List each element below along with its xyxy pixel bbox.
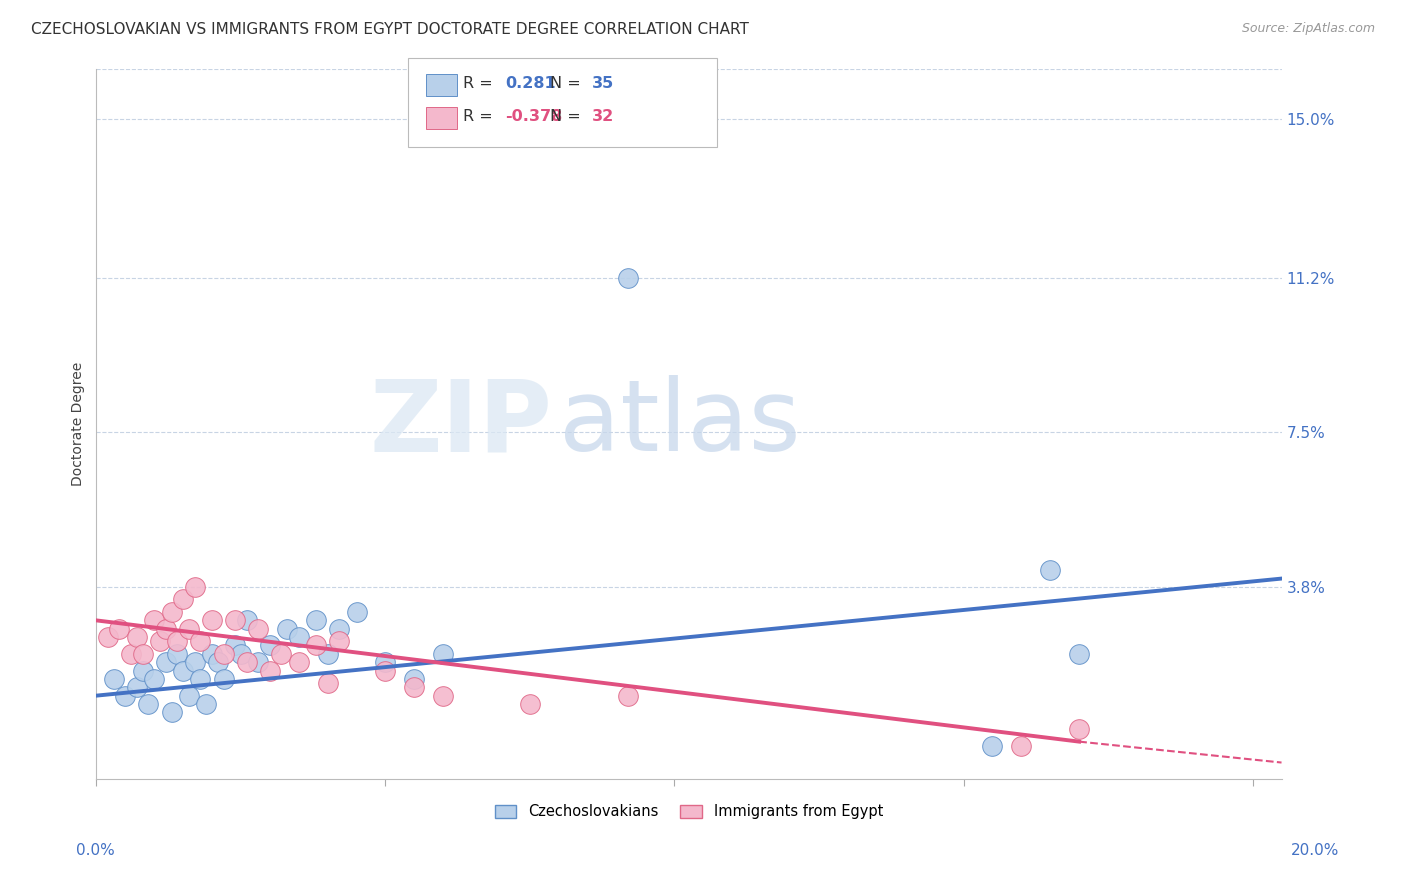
Point [346,605,368,619]
Point [374,664,396,678]
Legend: Czechoslovakians, Immigrants from Egypt: Czechoslovakians, Immigrants from Egypt [489,798,889,825]
Point [1039,563,1062,577]
Point [120,647,142,661]
Point [316,676,339,690]
Point [1069,722,1091,736]
Point [328,634,350,648]
Point [247,655,270,669]
Point [160,706,183,720]
Text: 0.281: 0.281 [505,77,555,91]
Point [155,655,177,669]
Point [195,697,218,711]
Point [1010,739,1032,753]
Point [201,614,224,628]
Point [316,647,339,661]
Text: 35: 35 [592,77,614,91]
Point [125,680,148,694]
Point [172,592,194,607]
Point [519,697,541,711]
Point [212,672,235,686]
Point [143,672,166,686]
Point [190,672,212,686]
Point [207,655,229,669]
Point [103,672,125,686]
Point [224,639,246,653]
Point [131,647,153,661]
Point [177,622,200,636]
Point [981,739,1004,753]
Point [259,664,281,678]
Point [305,639,328,653]
Point [166,647,188,661]
Point [201,647,224,661]
Text: -0.378: -0.378 [505,110,562,124]
Point [183,655,205,669]
Point [166,634,188,648]
Point [108,622,131,636]
Text: 0.0%: 0.0% [76,843,115,858]
Text: N =: N = [550,77,586,91]
Point [138,697,160,711]
Point [177,689,200,703]
Point [212,647,235,661]
Point [432,689,454,703]
Point [287,630,309,644]
Point [404,672,426,686]
Point [125,630,148,644]
Text: R =: R = [463,77,498,91]
Point [1069,647,1091,661]
Point [328,622,350,636]
Point [235,655,257,669]
Text: 32: 32 [592,110,614,124]
Point [374,655,396,669]
Text: N =: N = [550,110,586,124]
Point [131,664,153,678]
Point [155,622,177,636]
Point [114,689,136,703]
Point [270,647,292,661]
Point [404,680,426,694]
Point [247,622,270,636]
Point [617,270,640,285]
Point [190,634,212,648]
Point [172,664,194,678]
Point [276,622,298,636]
Text: ZIP: ZIP [370,376,553,473]
Point [432,647,454,661]
Point [287,655,309,669]
Text: CZECHOSLOVAKIAN VS IMMIGRANTS FROM EGYPT DOCTORATE DEGREE CORRELATION CHART: CZECHOSLOVAKIAN VS IMMIGRANTS FROM EGYPT… [31,22,749,37]
Text: R =: R = [463,110,498,124]
Point [229,647,252,661]
Point [149,634,172,648]
Point [97,630,120,644]
Point [143,614,166,628]
Text: atlas: atlas [558,376,800,473]
Point [224,614,246,628]
Text: Source: ZipAtlas.com: Source: ZipAtlas.com [1241,22,1375,36]
Point [617,689,640,703]
Point [305,614,328,628]
Point [235,614,257,628]
Point [259,639,281,653]
Point [183,580,205,594]
Y-axis label: Doctorate Degree: Doctorate Degree [72,362,86,486]
Text: 20.0%: 20.0% [1291,843,1339,858]
Point [160,605,183,619]
